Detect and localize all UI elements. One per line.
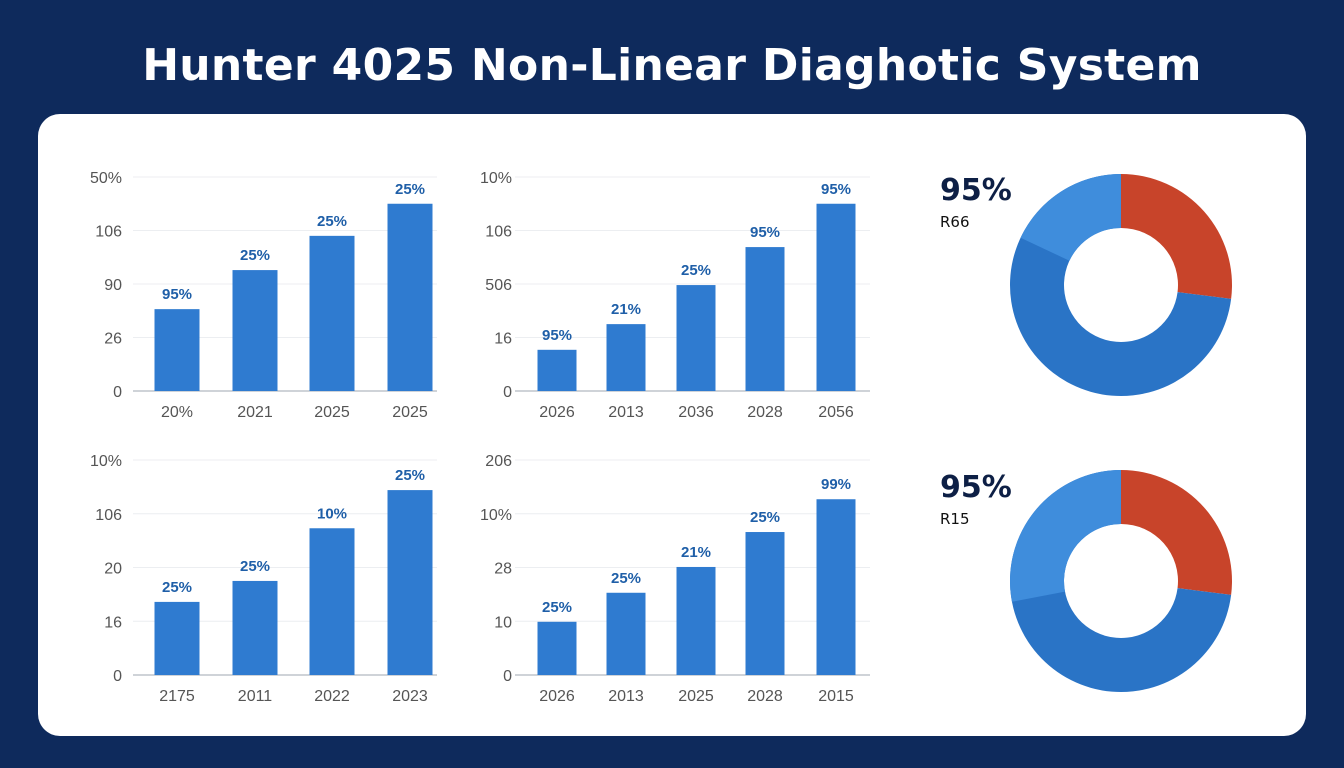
y-tick-label: 16	[104, 614, 122, 631]
y-tick-label: 106	[95, 507, 122, 524]
data-label: 25%	[542, 599, 572, 616]
bar	[154, 601, 200, 675]
data-label: 25%	[162, 579, 192, 596]
y-tick-label: 16	[494, 331, 512, 348]
x-tick-label: 2028	[747, 688, 783, 705]
x-tick-label: 20%	[161, 404, 193, 421]
data-label: 25%	[395, 467, 425, 484]
x-tick-label: 2026	[539, 688, 575, 705]
y-tick-label: 28	[494, 561, 512, 578]
x-tick-label: 2015	[818, 688, 854, 705]
donut-headline: 95%	[940, 470, 1012, 505]
data-label: 10%	[317, 505, 347, 522]
donut-chart-1: 95%R66	[940, 173, 1233, 396]
bar	[232, 270, 278, 391]
bar	[816, 499, 856, 675]
page-title: Hunter 4025 Non-Linear Diaghotic System	[142, 40, 1202, 91]
x-tick-label: 2011	[238, 688, 273, 705]
data-label: 99%	[821, 476, 851, 493]
bar	[537, 349, 577, 391]
donut-slice	[1121, 174, 1233, 299]
y-tick-label: 10%	[480, 170, 512, 187]
data-label: 95%	[542, 327, 572, 344]
y-tick-label: 26	[104, 331, 122, 348]
bar	[606, 324, 646, 391]
y-tick-label: 50%	[90, 170, 122, 187]
x-tick-label: 2025	[314, 404, 350, 421]
x-tick-label: 2175	[159, 688, 195, 705]
donut-label: R15	[940, 510, 970, 528]
bar	[309, 528, 355, 675]
y-tick-label: 0	[113, 668, 122, 685]
data-label: 25%	[240, 247, 270, 264]
donut-headline: 95%	[940, 173, 1012, 208]
bar	[387, 203, 433, 391]
bar-chart-2: 0 16 506 106 10% 95% 2026 21% 2013 25% 2036 95% 2028…	[480, 170, 870, 421]
x-tick-label: 2023	[392, 688, 428, 705]
data-label: 25%	[240, 558, 270, 575]
bar	[676, 285, 716, 391]
bar	[676, 566, 716, 675]
data-label: 25%	[317, 213, 347, 230]
data-label: 95%	[821, 181, 851, 198]
bar	[745, 532, 785, 675]
bar	[606, 592, 646, 675]
bar	[537, 621, 577, 675]
y-tick-label: 0	[113, 384, 122, 401]
y-tick-label: 0	[503, 668, 512, 685]
data-label: 95%	[750, 224, 780, 241]
y-tick-label: 10%	[90, 453, 122, 470]
y-tick-label: 20	[104, 561, 122, 578]
x-tick-label: 2056	[818, 404, 854, 421]
x-tick-label: 2025	[392, 404, 428, 421]
data-label: 95%	[162, 286, 192, 303]
donut-slice-highlight	[1020, 174, 1121, 261]
donut-slice	[1121, 470, 1233, 595]
y-tick-label: 90	[104, 277, 122, 294]
y-tick-label: 106	[485, 224, 512, 241]
x-tick-label: 2028	[747, 404, 783, 421]
y-tick-label: 106	[95, 224, 122, 241]
donut-slice-highlight	[1009, 470, 1121, 602]
y-tick-label: 206	[485, 453, 512, 470]
x-tick-label: 2013	[608, 404, 644, 421]
x-tick-label: 2026	[539, 404, 575, 421]
x-tick-label: 2021	[237, 404, 273, 421]
data-label: 25%	[750, 509, 780, 526]
donut-chart-2: 95%R15	[940, 470, 1233, 692]
y-tick-label: 10	[494, 614, 512, 631]
x-tick-label: 2025	[678, 688, 714, 705]
bar	[309, 235, 355, 391]
bar	[387, 490, 433, 675]
bar	[232, 580, 278, 675]
bar	[745, 247, 785, 391]
bar-chart-1: 0 26 90 106 50% 95% 20% 25% 2021 25% 2025 25% 2025	[90, 170, 437, 421]
data-label: 21%	[611, 301, 641, 318]
donut-label: R66	[940, 213, 970, 231]
x-tick-label: 2036	[678, 404, 714, 421]
data-label: 25%	[395, 181, 425, 198]
bar-chart-4: 0 10 28 10% 206 25% 2026 25% 2013 21% 2025 25% 2028 9…	[480, 453, 870, 705]
y-tick-label: 10%	[480, 507, 512, 524]
y-tick-label: 0	[503, 384, 512, 401]
bar	[154, 309, 200, 391]
data-label: 21%	[681, 544, 711, 561]
data-label: 25%	[681, 262, 711, 279]
x-tick-label: 2022	[314, 688, 350, 705]
bar	[816, 203, 856, 391]
data-label: 25%	[611, 570, 641, 587]
x-tick-label: 2013	[608, 688, 644, 705]
y-tick-label: 506	[485, 277, 512, 294]
bar-chart-3: 0 16 20 106 10% 25% 2175 25% 2011 10% 2022 25% 2023	[90, 453, 437, 705]
